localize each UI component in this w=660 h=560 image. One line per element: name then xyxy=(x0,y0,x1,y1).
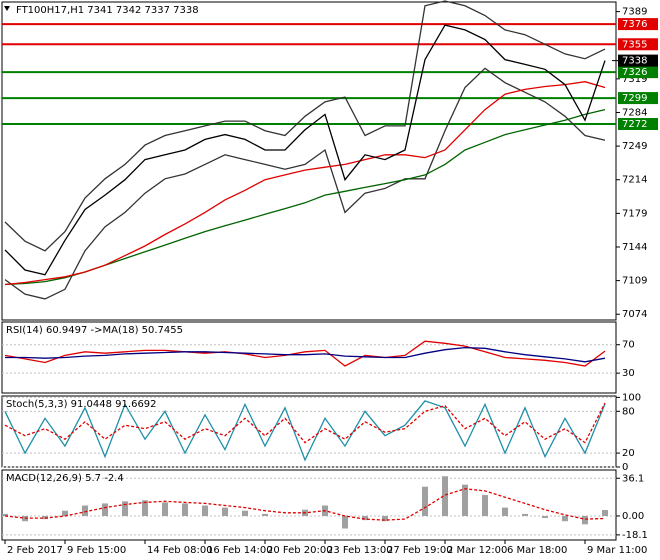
histogram-bar xyxy=(102,503,108,516)
panel-frame xyxy=(1,1,617,321)
x-tick-label: 2 Mar 12:00 xyxy=(447,545,507,556)
level-label-box xyxy=(618,66,658,79)
histogram-bar xyxy=(82,505,88,516)
series-line xyxy=(4,67,606,300)
y-tick-label: 0 xyxy=(622,462,628,473)
histogram-bar xyxy=(582,515,588,525)
level-label-box xyxy=(618,118,658,131)
series-line xyxy=(4,340,606,367)
level-label-box xyxy=(618,92,658,105)
histogram-bar xyxy=(602,510,608,516)
histogram-bar xyxy=(262,513,268,516)
histogram-bar xyxy=(2,513,8,516)
histogram-bar xyxy=(202,505,208,516)
histogram-bar xyxy=(242,510,248,516)
level-label: 7355 xyxy=(622,39,647,50)
level-label: 7376 xyxy=(622,19,647,30)
histogram-bar xyxy=(562,515,568,522)
level-label: 7299 xyxy=(622,93,647,104)
x-tick-label: 9 Mar 11:00 xyxy=(587,545,647,556)
panel-frame xyxy=(1,321,617,394)
x-tick-label: 16 Feb 14:00 xyxy=(207,545,273,556)
x-tick-label: 27 Feb 19:00 xyxy=(387,545,453,556)
y-tick-label: 36.1 xyxy=(622,473,644,484)
y-tick-label: 7249 xyxy=(622,141,647,152)
y-tick-label: 7389 xyxy=(622,7,647,18)
series-line xyxy=(4,402,606,444)
y-tick-label: 100 xyxy=(622,392,641,403)
panel-title: FT100H17,H1 7341 7342 7337 7338 xyxy=(16,5,199,16)
y-tick-label: 70 xyxy=(622,340,635,351)
series-line xyxy=(4,81,606,286)
histogram-bar xyxy=(122,501,128,516)
y-tick-label: 30 xyxy=(622,368,635,379)
y-tick-label: 7109 xyxy=(622,276,647,287)
series-line xyxy=(4,488,606,521)
histogram-bar xyxy=(422,486,428,516)
histogram-bar xyxy=(382,515,388,522)
x-tick-label: 20 Feb 20:00 xyxy=(267,545,333,556)
series-line xyxy=(4,400,606,462)
histogram-bar xyxy=(222,507,228,516)
x-tick-label: 14 Feb 08:00 xyxy=(147,545,213,556)
last-price-label: 7338 xyxy=(622,56,647,67)
series-line xyxy=(4,0,606,252)
histogram-bar xyxy=(502,507,508,516)
y-tick-label: 7214 xyxy=(622,175,647,186)
histogram-bar xyxy=(462,484,468,516)
y-tick-label: 20 xyxy=(622,448,635,459)
y-tick-label: 0.00 xyxy=(622,511,644,522)
y-tick-label: 7144 xyxy=(622,242,647,253)
menu-arrow xyxy=(4,6,10,11)
last-price-box xyxy=(618,54,658,67)
panel-title: MACD(12,26,9) 5.7 -2.4 xyxy=(6,473,124,484)
panel-title: Stoch(5,3,3) 91.0448 91.6692 xyxy=(6,399,157,410)
histogram-bar xyxy=(482,495,488,516)
x-tick-label: 9 Feb 15:00 xyxy=(67,545,126,556)
x-tick-label: 6 Mar 18:00 xyxy=(507,545,567,556)
level-label-box xyxy=(618,38,658,51)
level-label: 7326 xyxy=(622,67,647,78)
x-tick-label: 2 Feb 2017 xyxy=(7,545,63,556)
histogram-bar xyxy=(522,513,528,516)
histogram-bar xyxy=(62,510,68,516)
y-tick-label: 7284 xyxy=(622,107,647,118)
histogram-bar xyxy=(542,515,548,519)
panel-frame xyxy=(1,395,617,468)
histogram-bar xyxy=(362,515,368,521)
y-tick-label: 7179 xyxy=(622,208,647,219)
series-line xyxy=(4,24,606,276)
y-tick-label: 80 xyxy=(622,406,635,417)
y-tick-label: 7319 xyxy=(622,74,647,85)
histogram-bar xyxy=(142,500,148,516)
panel-frame xyxy=(1,469,617,541)
series-line xyxy=(5,346,606,363)
histogram-bar xyxy=(342,515,348,529)
histogram-bar xyxy=(162,502,168,516)
level-label: 7272 xyxy=(622,119,647,130)
x-tick-label: 23 Feb 13:00 xyxy=(327,545,393,556)
histogram-bar xyxy=(442,476,448,516)
panel-title: RSI(14) 60.9497 ->MA(18) 50.7455 xyxy=(6,325,183,336)
y-tick-label: -18.1 xyxy=(622,530,648,541)
y-tick-label: 7074 xyxy=(622,309,647,320)
level-label-box xyxy=(618,18,658,31)
histogram-bar xyxy=(182,503,188,516)
